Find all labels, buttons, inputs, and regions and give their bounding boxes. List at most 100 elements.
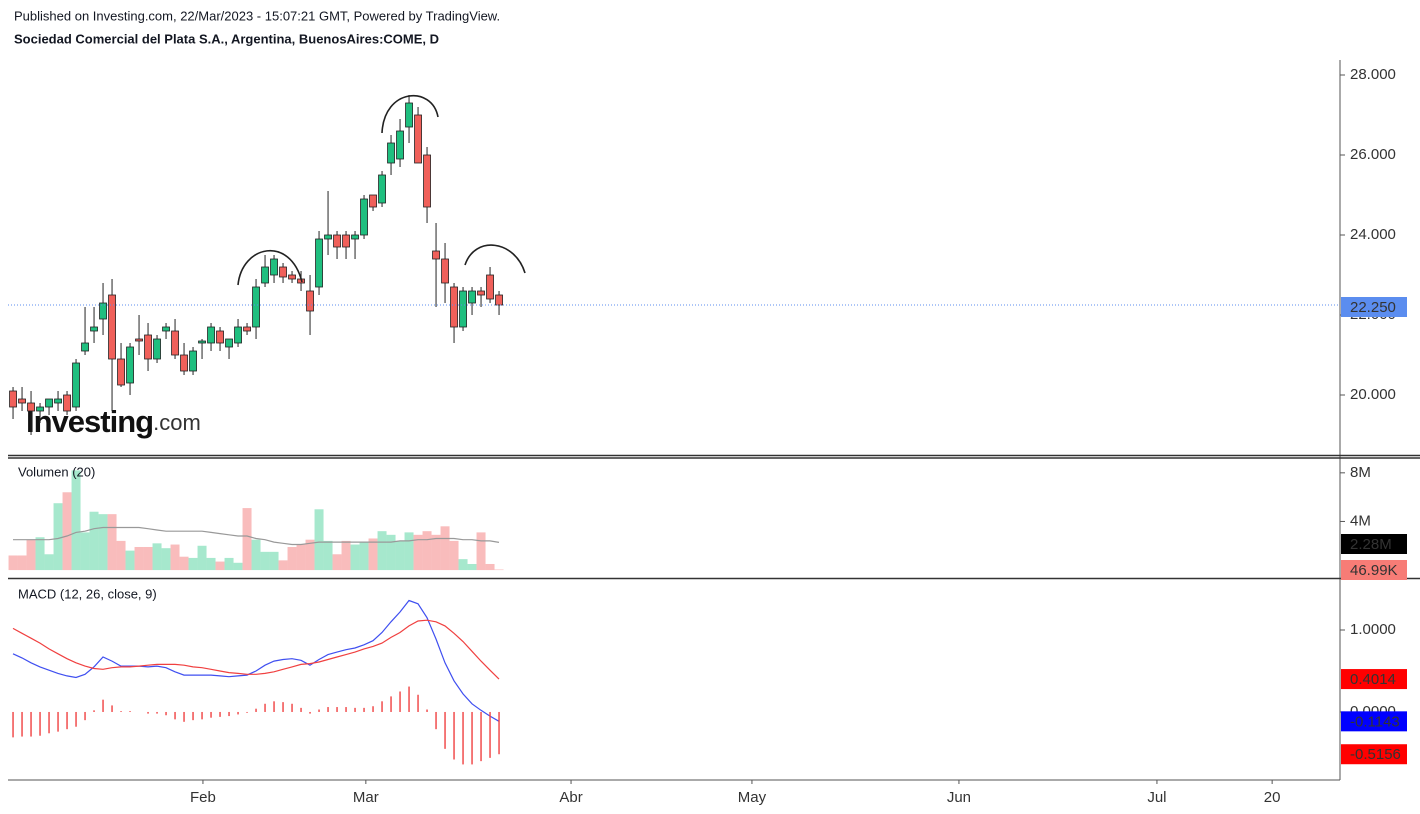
candle-body: [27, 402, 35, 412]
candle-body: [369, 194, 377, 208]
y-tick-label: 8M: [1350, 464, 1371, 481]
y-tick-label: 24.000: [1350, 226, 1396, 243]
y-tick-label: 20.000: [1350, 386, 1396, 403]
candle-body: [423, 154, 431, 208]
x-tick-label: Jun: [947, 789, 971, 806]
candle-body: [90, 326, 98, 332]
candle-body: [351, 234, 359, 240]
volume-bar: [323, 540, 333, 571]
last-value-box: [1341, 560, 1407, 580]
candle-body: [45, 398, 53, 408]
candle-body: [18, 398, 26, 404]
candle-body: [333, 234, 341, 248]
last-value-box: [1341, 744, 1407, 765]
volume-bar: [161, 548, 171, 571]
last-value-label: 0.4014: [1350, 671, 1396, 688]
candle-body: [486, 274, 494, 300]
x-tick-label: Mar: [353, 789, 379, 806]
last-value-label: 46.99K: [1350, 562, 1398, 579]
volume-bar: [251, 539, 261, 571]
volume-bar: [368, 538, 378, 571]
candle-body: [36, 406, 44, 412]
marks: 20.00022.00024.00026.00028.00022.2504M8M…: [8, 66, 1407, 806]
candle-body: [189, 350, 197, 372]
macd-pane-title: MACD (12, 26, close, 9): [18, 586, 157, 601]
volume-bar: [188, 557, 198, 571]
volume-bar: [494, 569, 504, 571]
candle-body: [342, 234, 350, 248]
volume-bar: [377, 531, 387, 571]
last-value-box: [1341, 669, 1407, 690]
volume-bar: [98, 514, 108, 571]
volume-bar: [476, 532, 486, 571]
candle-body: [225, 338, 233, 348]
candle-body: [405, 102, 413, 128]
volume-bar: [170, 544, 180, 571]
last-value-label: -0.5156: [1350, 746, 1401, 763]
volume-bar: [431, 534, 441, 571]
volume-bar: [269, 551, 279, 571]
candle-body: [54, 398, 62, 404]
candle-body: [450, 286, 458, 328]
candle-body: [126, 346, 134, 384]
last-value-label: 2.28M: [1350, 536, 1392, 553]
candle-body: [441, 258, 449, 284]
volume-bar: [107, 514, 117, 571]
candle-body: [171, 330, 179, 356]
candle-body: [396, 130, 404, 160]
candle-body: [432, 250, 440, 260]
candle-body: [153, 338, 161, 360]
volume-bar: [296, 544, 306, 571]
candle-body: [414, 114, 422, 164]
candle-body: [468, 290, 476, 304]
last-value-box: [1341, 534, 1407, 554]
candle-body: [477, 290, 485, 296]
candle-body: [270, 258, 278, 276]
candle-body: [99, 302, 107, 320]
candle-body: [360, 198, 368, 236]
volume-bar: [449, 540, 459, 571]
volume-bar: [305, 539, 315, 571]
volume-bar: [458, 559, 468, 571]
volume-bar: [134, 546, 144, 571]
macd-line: [12, 599, 500, 722]
volume-bar: [341, 540, 351, 571]
candle-body: [279, 266, 287, 278]
volume-bar: [395, 540, 405, 571]
candle-body: [9, 390, 17, 408]
volume-bar: [260, 551, 270, 571]
candle-body: [459, 290, 467, 328]
candle-body: [135, 338, 143, 342]
volume-bar: [35, 537, 45, 571]
candle-body: [144, 334, 152, 360]
volume-bar: [197, 545, 207, 571]
volume-bar: [278, 560, 288, 571]
candle-body: [378, 174, 386, 204]
candle-body: [387, 142, 395, 164]
volume-bar: [404, 532, 414, 571]
volume-bar: [422, 531, 432, 571]
right-shoulder-arc: [464, 244, 526, 274]
watermark: Investing.com: [26, 404, 201, 439]
volume-bar: [332, 554, 342, 571]
head-arc: [381, 94, 439, 134]
volume-bar: [413, 534, 423, 571]
volume-bar: [53, 503, 63, 571]
x-tick-label: Abr: [559, 789, 582, 806]
published-line: Published on Investing.com, 22/Mar/2023 …: [14, 8, 500, 23]
volume-bar: [26, 539, 36, 571]
volume-bar: [485, 563, 495, 571]
volume-bar: [62, 492, 72, 571]
volume-bar: [17, 555, 27, 571]
macd-line: [12, 619, 500, 680]
y-tick-label: 26.000: [1350, 146, 1396, 163]
y-tick-label: 4M: [1350, 512, 1371, 529]
volume-bar: [206, 557, 216, 571]
y-tick-label: 1.0000: [1350, 621, 1396, 638]
volume-bar: [233, 562, 243, 571]
volume-bar: [467, 563, 477, 571]
watermark-brand: Investing: [26, 404, 153, 439]
candle-body: [288, 274, 296, 280]
